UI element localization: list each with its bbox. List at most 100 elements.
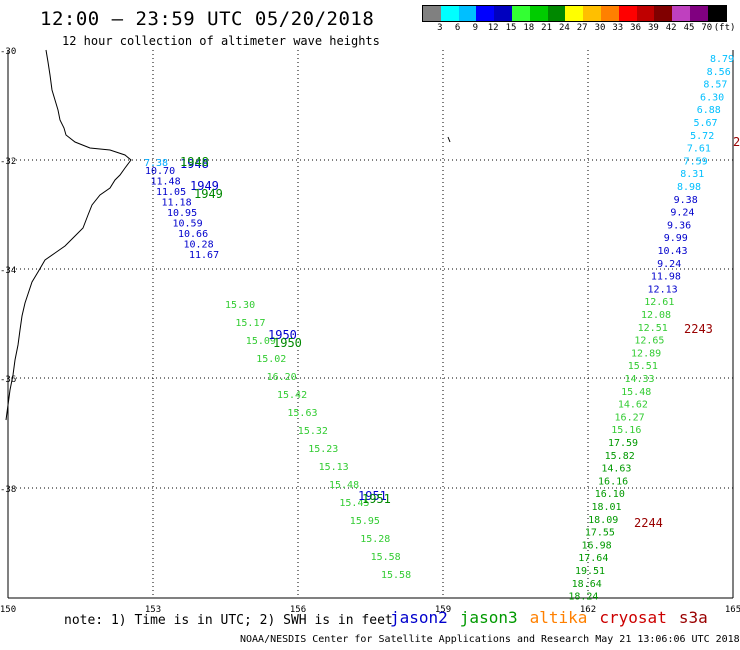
swh-value: 7.61 [687, 144, 711, 155]
swh-value: 18.09 [588, 515, 618, 526]
swh-value: 15.58 [371, 552, 401, 563]
swh-value: 8.57 [703, 80, 727, 91]
swh-value: 12.51 [638, 323, 668, 334]
scale-swatch [458, 6, 477, 21]
swh-value: 14.33 [624, 374, 654, 385]
lat-label: -38 [0, 485, 16, 495]
map-subtitle: 12 hour collection of altimeter wave hei… [62, 34, 380, 48]
swh-value: 18.01 [591, 502, 621, 513]
swh-value: 15.42 [277, 390, 307, 401]
swh-value: 15.02 [256, 354, 286, 365]
swh-value: 5.72 [690, 131, 714, 142]
swh-value: 9.24 [670, 208, 694, 219]
swh-value: 11.67 [189, 250, 219, 261]
lon-label: 159 [435, 605, 451, 615]
lon-label: 156 [290, 605, 306, 615]
pass-time: 1951 [358, 489, 387, 503]
swh-value: 6.30 [700, 92, 724, 103]
swh-value: 10.43 [657, 246, 687, 257]
pass-time: 2244 [634, 516, 663, 530]
swh-value: 15.17 [235, 318, 265, 329]
pass-time: 1948 [180, 155, 209, 169]
swh-value: 7.38 [144, 158, 168, 169]
scale-swatch [423, 6, 441, 21]
swh-value: 15.95 [350, 516, 380, 527]
swh-value: 10.95 [167, 208, 197, 219]
scale-label: 30 [594, 23, 606, 33]
lon-label: 150 [0, 605, 16, 615]
scale-swatch [654, 6, 673, 21]
swh-value: 16.98 [582, 540, 612, 551]
scale-label: 27 [576, 23, 588, 33]
swh-value: 11.18 [162, 198, 192, 209]
swh-value: 15.23 [308, 444, 338, 455]
swh-value: 15.09 [246, 336, 276, 347]
swh-value: 10.59 [173, 219, 203, 230]
swh-value: 17.55 [585, 528, 615, 539]
scale-label: 39 [647, 23, 659, 33]
lat-label: -36 [0, 375, 16, 385]
scale-label: 9 [472, 23, 479, 33]
lon-label: 162 [580, 605, 596, 615]
swh-value: 11.48 [151, 177, 181, 188]
scale-label: 42 [665, 23, 677, 33]
satellite-s3a: s3a [678, 608, 708, 627]
scale-swatch [636, 6, 655, 21]
scale-label: 18 [523, 23, 535, 33]
swh-value: 15.16 [611, 425, 641, 436]
coastline-shelf [447, 136, 451, 143]
satellite-legend: jason2 jason3 altika cryosat s3a [390, 608, 720, 627]
map-title: 12:00 – 23:59 UTC 05/20/2018 [40, 8, 375, 30]
swh-value: 5.67 [693, 118, 717, 129]
note-text: note: 1) Time is in UTC; 2) SWH is in fe… [64, 613, 393, 628]
satellite-jason3: jason3 [459, 608, 518, 627]
scale-swatch [494, 6, 512, 21]
swh-value: 15.32 [298, 426, 328, 437]
swh-value: 16.20 [267, 372, 297, 383]
swh-value: 19.51 [575, 566, 605, 577]
scale-swatch [565, 6, 584, 21]
swh-value: 15.58 [381, 570, 411, 581]
swh-value: 10.70 [145, 166, 175, 177]
lat-lon-grid [7, 50, 734, 599]
swh-value: 15.82 [605, 451, 635, 462]
swh-value: 8.56 [707, 67, 731, 78]
swh-value: 17.64 [578, 553, 608, 564]
swh-value: 12.13 [648, 284, 678, 295]
swh-value: 12.65 [634, 336, 664, 347]
scale-label: 70 [701, 23, 713, 33]
lat-label: -34 [0, 266, 16, 276]
swh-value: 15.13 [319, 462, 349, 473]
swh-value: 18.64 [572, 579, 602, 590]
swh-value: 12.08 [641, 310, 671, 321]
scale-label: 3 [437, 23, 443, 33]
swh-value: 10.28 [184, 240, 214, 251]
pass-time: 2243 [684, 322, 713, 336]
pass-time: 2 [733, 135, 740, 149]
swh-value: 11.05 [156, 187, 186, 198]
scale-swatch [600, 6, 619, 21]
scale-label: 12 [487, 23, 499, 33]
swh-value: 18.24 [568, 592, 598, 603]
pass-time: 1950 [268, 328, 297, 342]
swh-value: 15.48 [329, 480, 359, 491]
satellite-cryosat: cryosat [599, 608, 667, 627]
scale-swatch [618, 6, 637, 21]
pass-time: 1949 [194, 187, 223, 201]
pass-time: 1951 [362, 492, 391, 506]
swh-value: 8.31 [680, 169, 704, 180]
pass-time: 1948 [180, 157, 209, 171]
swh-value: 14.63 [601, 464, 631, 475]
swh-value: 10.66 [178, 229, 208, 240]
pass-time: 1949 [190, 179, 219, 193]
scale-swatch [440, 6, 459, 21]
swh-value: 14.62 [618, 400, 648, 411]
scale-swatch [672, 6, 690, 21]
scale-label: 36 [630, 23, 642, 33]
swh-value: 11.98 [651, 272, 681, 283]
coastline [5, 49, 132, 421]
scale-swatch [689, 6, 708, 21]
scale-label: (ft) [713, 23, 736, 33]
swh-value: 12.89 [631, 348, 661, 359]
scale-label: 45 [683, 23, 695, 33]
